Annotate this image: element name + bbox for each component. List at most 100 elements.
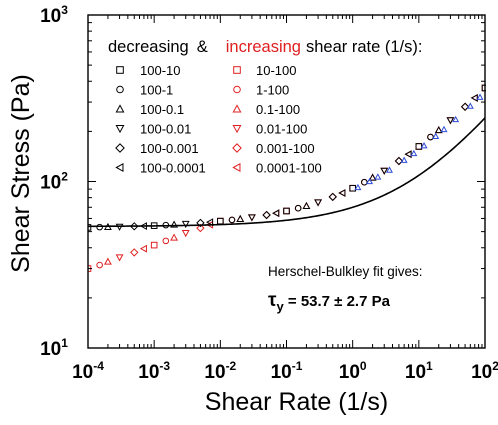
- data-point: [272, 209, 280, 218]
- data-point: [415, 143, 423, 150]
- data-point: [466, 102, 474, 109]
- data-point: [440, 125, 448, 133]
- legend-marker: [232, 125, 242, 134]
- y-tick-base: 10: [40, 173, 61, 194]
- data-point: [366, 177, 374, 185]
- x-tick-label: 102: [471, 359, 498, 383]
- data-points: [84, 84, 489, 272]
- data-point: [404, 150, 412, 159]
- data-point: [314, 199, 322, 207]
- legend-marker: [115, 143, 125, 153]
- x-tick-exp: -2: [226, 359, 237, 373]
- x-tick-base: 10: [204, 362, 225, 383]
- data-point: [349, 184, 356, 192]
- data-point: [460, 102, 470, 111]
- legend-marker: [116, 85, 124, 94]
- data-point: [302, 201, 311, 209]
- data-point: [205, 218, 214, 227]
- data-point: [294, 204, 302, 212]
- y-tick-exp: 3: [61, 3, 68, 17]
- y-tick-label: 101: [40, 336, 68, 360]
- x-tick-label: 10-4: [72, 359, 104, 383]
- data-point: [470, 93, 478, 102]
- data-point: [196, 223, 205, 233]
- data-point: [262, 210, 271, 220]
- data-point: [130, 222, 139, 231]
- legend-label-text: 0.1-100: [256, 102, 300, 117]
- legend-label-text: 100-1: [140, 83, 173, 98]
- legend-label-text: 100-0.1: [140, 102, 184, 117]
- data-point: [328, 192, 337, 202]
- data-point: [380, 167, 389, 175]
- y-axis-label-text: Shear Stress (Pa): [7, 74, 35, 273]
- data-point: [96, 261, 103, 269]
- x-tick-label: 101: [405, 359, 433, 383]
- data-point: [115, 223, 124, 231]
- legend-label-text: 10-100: [256, 63, 296, 78]
- legend-label: 0.0001-100: [256, 161, 322, 176]
- data-point: [415, 143, 423, 150]
- legend-label: 0.1-100: [256, 102, 300, 117]
- x-tick-base: 10: [271, 362, 292, 383]
- x-tick-label: 10-2: [204, 359, 236, 383]
- data-point: [217, 217, 224, 225]
- data-point: [385, 166, 393, 173]
- x-tick-label: 10-1: [271, 359, 303, 383]
- x-tick-exp: 1: [426, 359, 433, 373]
- data-point: [452, 115, 460, 123]
- legend-marker: [233, 66, 241, 74]
- data-point: [434, 126, 443, 134]
- data-point: [283, 207, 290, 215]
- data-point: [432, 132, 440, 139]
- legend-label-text: 100-0.0001: [140, 161, 206, 176]
- data-point: [354, 183, 362, 191]
- data-point: [170, 233, 179, 241]
- x-tick-label: 100: [339, 359, 367, 383]
- data-point: [170, 220, 179, 228]
- data-point: [181, 230, 190, 238]
- data-point: [162, 237, 170, 245]
- legend-label: 100-0.1: [140, 102, 184, 117]
- y-tick-label: 102: [40, 170, 68, 194]
- data-point: [328, 192, 337, 202]
- legend-label-text: 0.001-100: [256, 141, 315, 156]
- data-point: [420, 142, 428, 149]
- legend-label-text: 1-100: [256, 83, 289, 98]
- data-point: [374, 173, 382, 180]
- data-point: [338, 189, 346, 197]
- x-tick-label: 10-3: [138, 359, 170, 383]
- legend-label-text: 0.0001-100: [256, 161, 322, 176]
- y-tick-base: 10: [40, 339, 61, 360]
- x-tick-exp: 0: [360, 359, 367, 373]
- data-point: [394, 156, 404, 166]
- data-point: [96, 223, 103, 231]
- y-tick-exp: 2: [61, 170, 68, 184]
- mask-left: [0, 0, 88, 425]
- y-tick-base: 10: [40, 6, 61, 27]
- annotation-line2: τy = 53.7 ± 2.7 Pa: [268, 290, 391, 314]
- data-point: [247, 214, 256, 222]
- legend-label-text: 100-0.001: [140, 141, 199, 156]
- legend-marker: [115, 104, 125, 113]
- legend-header-left: decreasing: [108, 38, 189, 56]
- data-point: [476, 93, 484, 100]
- legend-marker: [116, 66, 124, 74]
- x-axis-label: Shear Rate (1/s): [205, 388, 388, 416]
- data-point: [236, 214, 245, 222]
- x-tick-base: 10: [405, 362, 426, 383]
- annotation-tau: τ: [268, 290, 277, 311]
- annotation-line1-text: Herschel-Bulkley fit gives:: [268, 264, 423, 279]
- legend-marker: [232, 163, 241, 172]
- data-point: [446, 117, 455, 125]
- legend-marker: [233, 85, 241, 94]
- data-point: [196, 218, 205, 228]
- legend-marker: [115, 125, 125, 134]
- data-point: [368, 173, 377, 181]
- x-tick-base: 10: [471, 362, 492, 383]
- data-point: [139, 244, 147, 253]
- data-point: [394, 156, 404, 166]
- x-tick-exp: -3: [159, 359, 170, 373]
- data-point: [400, 156, 408, 163]
- legend-header: decreasing & increasing shear rate (1/s):: [108, 38, 422, 56]
- data-point: [150, 241, 158, 249]
